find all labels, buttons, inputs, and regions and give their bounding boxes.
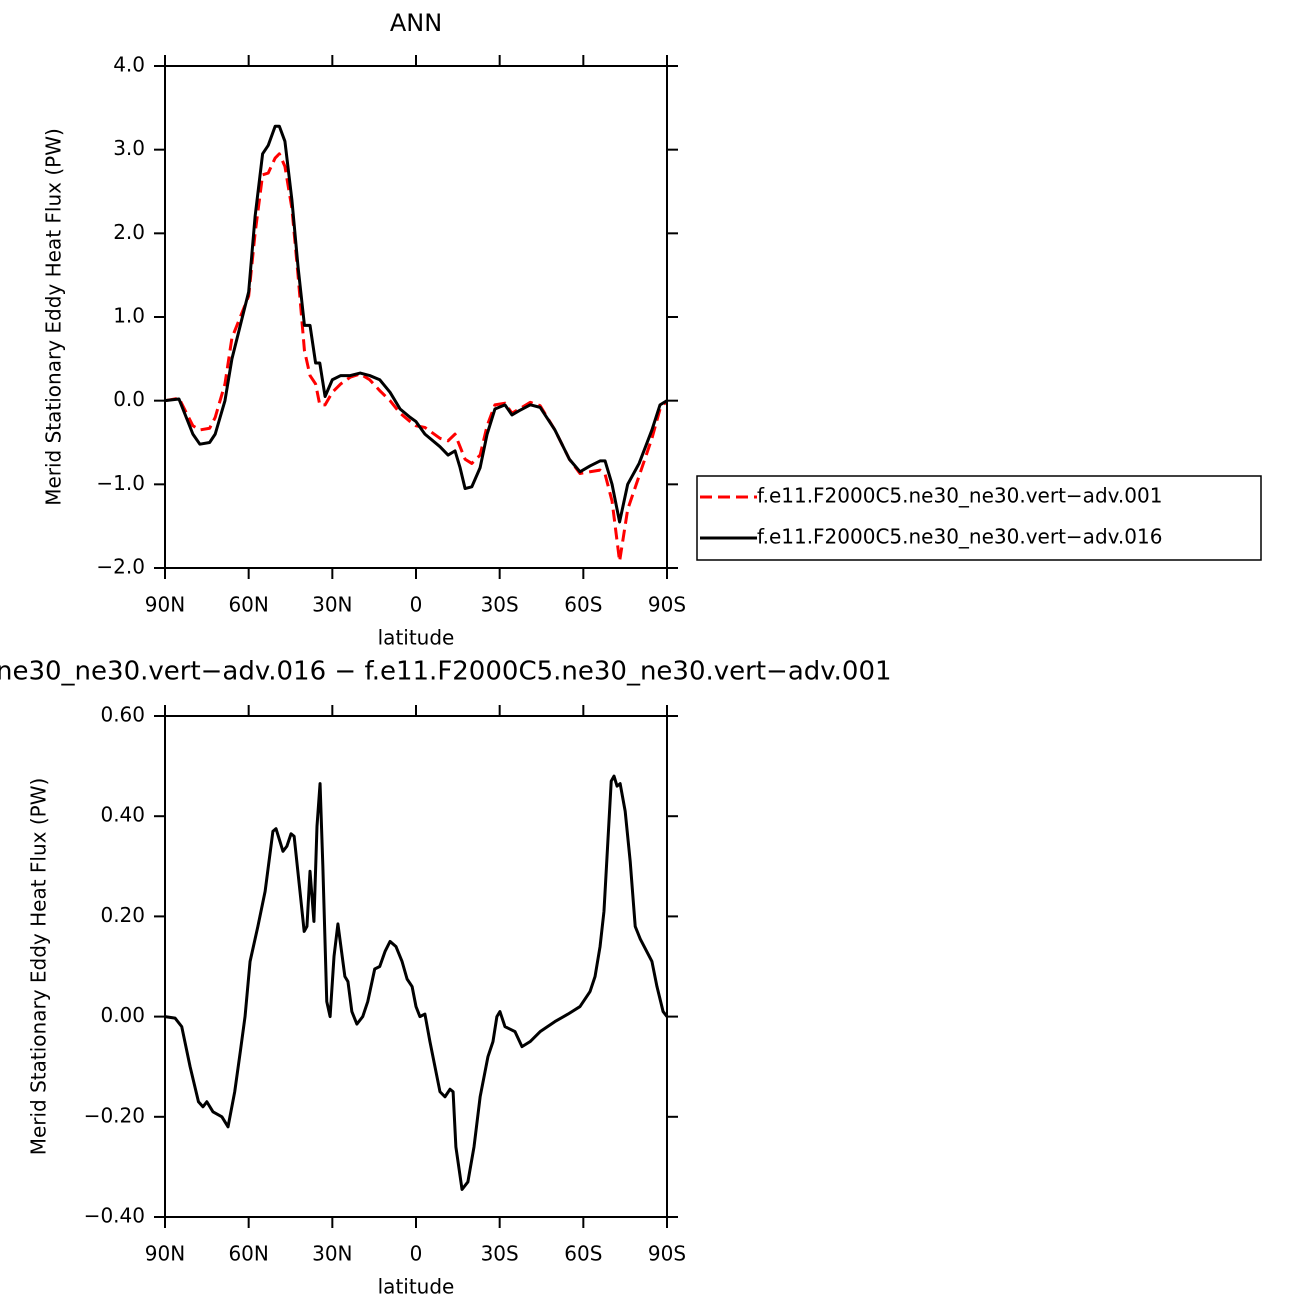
x-tick-label: 30S [481, 593, 519, 617]
y-tick-label: −0.20 [84, 1103, 145, 1127]
y-tick-label: 0.40 [100, 803, 145, 827]
y-tick-label: −1.0 [96, 471, 145, 495]
y-tick-label: 0.0 [113, 387, 145, 411]
chart-title: ne30_ne30.vert−adv.016 − f.e11.F2000C5.n… [0, 657, 892, 687]
x-axis-label: latitude [378, 626, 455, 650]
y-axis-label: Merid Stationary Eddy Heat Flux (PW) [27, 778, 51, 1156]
legend-label: f.e11.F2000C5.ne30_ne30.vert−adv.016 [757, 525, 1162, 549]
x-tick-label: 90N [145, 1242, 185, 1266]
chart-title: ANN [390, 9, 442, 37]
x-tick-label: 90S [648, 593, 686, 617]
legend-label: f.e11.F2000C5.ne30_ne30.vert−adv.001 [757, 484, 1162, 508]
y-tick-label: −2.0 [96, 555, 145, 579]
y-tick-label: 4.0 [113, 53, 145, 77]
legend-box [696, 475, 1262, 561]
x-tick-label: 90N [145, 593, 185, 617]
y-tick-label: 3.0 [113, 136, 145, 160]
x-tick-label: 30N [312, 1242, 352, 1266]
y-tick-label: 0.00 [100, 1003, 145, 1027]
data-line [164, 124, 668, 524]
y-tick-label: 2.0 [113, 220, 145, 244]
x-tick-label: 60S [564, 1242, 602, 1266]
x-tick-label: 90S [648, 1242, 686, 1266]
plot-frame [164, 715, 668, 1218]
x-tick-label: 0 [410, 593, 423, 617]
x-axis-label: latitude [378, 1275, 455, 1299]
data-line [164, 774, 669, 1191]
plot-frame [164, 65, 668, 569]
y-tick-label: 1.0 [113, 304, 145, 328]
x-tick-label: 0 [410, 1242, 423, 1266]
x-tick-label: 30S [481, 1242, 519, 1266]
x-tick-label: 60S [564, 593, 602, 617]
data-line [164, 152, 669, 563]
y-tick-label: 0.60 [100, 703, 145, 727]
x-tick-label: 30N [312, 593, 352, 617]
y-axis-label: Merid Stationary Eddy Heat Flux (PW) [42, 128, 66, 506]
y-tick-label: 0.20 [100, 903, 145, 927]
y-tick-label: −0.40 [84, 1204, 145, 1228]
x-tick-label: 60N [228, 1242, 268, 1266]
x-tick-label: 60N [228, 593, 268, 617]
